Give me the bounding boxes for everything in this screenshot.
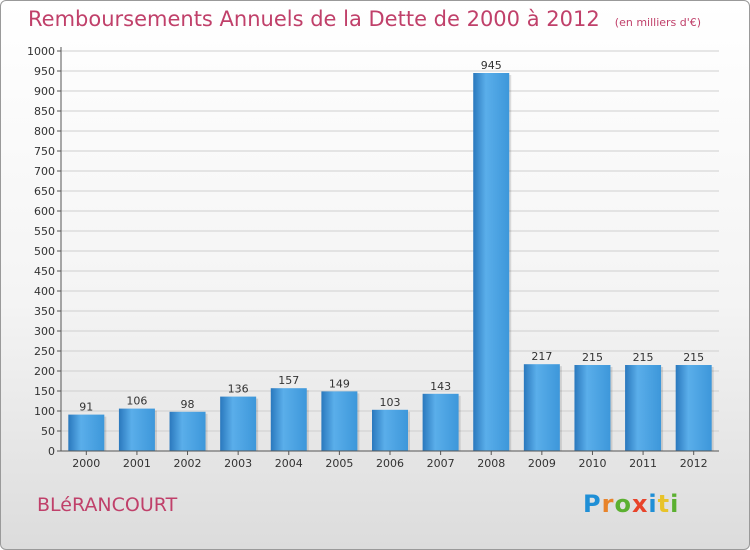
bar (169, 411, 206, 451)
y-tick-label: 900 (34, 85, 55, 98)
y-tick-label: 650 (34, 185, 55, 198)
logo-letter: t (657, 490, 671, 518)
bar-value-label: 215 (683, 351, 704, 364)
bar-value-label: 103 (380, 396, 401, 409)
bar (68, 414, 105, 451)
x-tick-label: 2002 (174, 457, 202, 470)
bars: 91 106 98 136 157 149 103 143 945 217 215 215 215 (68, 59, 714, 451)
y-tick-label: 50 (41, 425, 55, 438)
bar (473, 73, 510, 451)
bar-value-label: 91 (79, 401, 93, 414)
x-tick-label: 2007 (427, 457, 455, 470)
bar (270, 388, 307, 451)
bar-value-label: 157 (278, 374, 299, 387)
bar (675, 365, 712, 451)
bar-value-label: 217 (531, 350, 552, 363)
bar (220, 396, 257, 451)
y-tick-label: 0 (48, 445, 55, 458)
y-tick-label: 100 (34, 405, 55, 418)
y-tick-label: 1000 (27, 45, 55, 58)
x-tick-label: 2004 (275, 457, 303, 470)
y-tick-label: 750 (34, 145, 55, 158)
logo-letter: i (670, 490, 680, 518)
bar (523, 364, 560, 451)
x-tick-label: 2011 (629, 457, 657, 470)
y-axis-ticks: 0 50 100 150 200 250 300 350 400 450 500 550 600 650 7… (27, 45, 61, 458)
bar-value-label: 143 (430, 380, 451, 393)
y-tick-label: 450 (34, 265, 55, 278)
bar (574, 365, 611, 451)
title-unit: (en milliers d'€) (614, 16, 702, 29)
x-tick-label: 2005 (325, 457, 353, 470)
bar (118, 408, 155, 451)
bar (321, 391, 358, 451)
logo-letter: o (614, 490, 632, 518)
y-tick-label: 850 (34, 105, 55, 118)
bar-value-label: 945 (481, 59, 502, 72)
bar-value-label: 106 (126, 395, 147, 408)
x-tick-label: 2006 (376, 457, 404, 470)
commune-name: BLéRANCOURT (37, 494, 178, 516)
title-main: Remboursements Annuels de la Dette de 20… (28, 7, 600, 31)
y-tick-label: 300 (34, 325, 55, 338)
bar-value-label: 215 (582, 351, 603, 364)
x-tick-label: 2009 (528, 457, 556, 470)
x-tick-label: 2010 (578, 457, 606, 470)
y-tick-label: 950 (34, 65, 55, 78)
x-tick-label: 2012 (680, 457, 708, 470)
logo-letter: P (583, 490, 602, 518)
y-tick-label: 150 (34, 385, 55, 398)
x-tick-label: 2008 (477, 457, 505, 470)
y-tick-label: 200 (34, 365, 55, 378)
y-tick-label: 500 (34, 245, 55, 258)
bar-value-label: 136 (228, 383, 249, 396)
x-tick-label: 2001 (123, 457, 151, 470)
y-tick-label: 550 (34, 225, 55, 238)
grid-lines (61, 50, 719, 432)
bar (422, 393, 459, 451)
proxiti-logo: Proxiti (583, 490, 679, 518)
x-axis-ticks: 2000 2001 2002 2003 2004 2005 2006 2007 2008 2009… (72, 451, 708, 470)
bar (372, 409, 408, 451)
logo-letter: r (601, 490, 615, 518)
bar-value-label: 98 (181, 398, 195, 411)
y-tick-label: 800 (34, 125, 55, 138)
bar-value-label: 149 (329, 377, 350, 390)
y-tick-label: 700 (34, 165, 55, 178)
bar-value-label: 215 (633, 351, 654, 364)
logo-letter: i (648, 490, 658, 518)
y-tick-label: 400 (34, 285, 55, 298)
bar (625, 365, 662, 451)
logo-letter: x (631, 490, 649, 518)
axes (60, 47, 719, 452)
y-tick-label: 350 (34, 305, 55, 318)
x-tick-label: 2003 (224, 457, 252, 470)
x-tick-label: 2000 (72, 457, 100, 470)
y-tick-label: 250 (34, 345, 55, 358)
y-tick-label: 600 (34, 205, 55, 218)
chart-title: Remboursements Annuels de la Dette de 20… (28, 7, 701, 31)
